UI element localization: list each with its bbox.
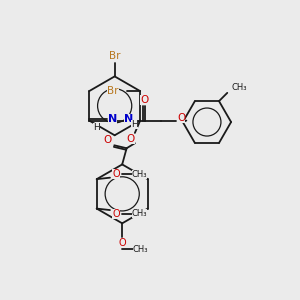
Text: O: O: [112, 208, 120, 219]
Text: O: O: [126, 134, 135, 144]
Text: H: H: [93, 122, 100, 131]
Text: O: O: [104, 135, 112, 145]
Text: CH₃: CH₃: [132, 209, 147, 218]
Text: O: O: [118, 238, 126, 248]
Text: H: H: [131, 120, 138, 129]
Text: O: O: [140, 95, 148, 105]
Text: N: N: [107, 114, 117, 124]
Text: Br: Br: [109, 51, 120, 62]
Text: CH₃: CH₃: [132, 169, 147, 178]
Text: O: O: [177, 113, 185, 124]
Text: CH₃: CH₃: [133, 245, 148, 254]
Text: Br: Br: [107, 86, 119, 96]
Text: N: N: [124, 114, 134, 124]
Text: O: O: [112, 169, 120, 179]
Text: CH₃: CH₃: [231, 83, 247, 92]
